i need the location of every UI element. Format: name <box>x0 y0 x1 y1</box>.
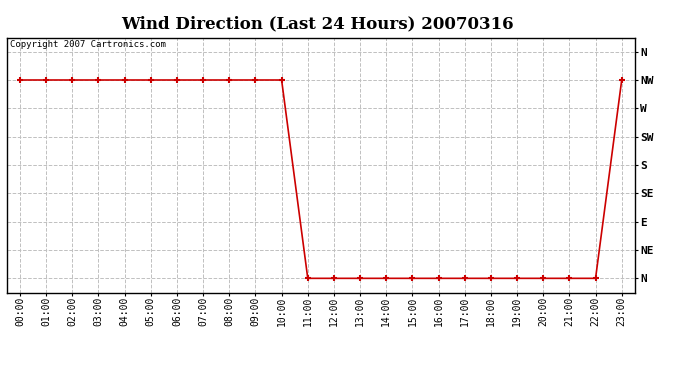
Text: Copyright 2007 Cartronics.com: Copyright 2007 Cartronics.com <box>10 40 166 49</box>
Text: Wind Direction (Last 24 Hours) 20070316: Wind Direction (Last 24 Hours) 20070316 <box>121 15 514 32</box>
